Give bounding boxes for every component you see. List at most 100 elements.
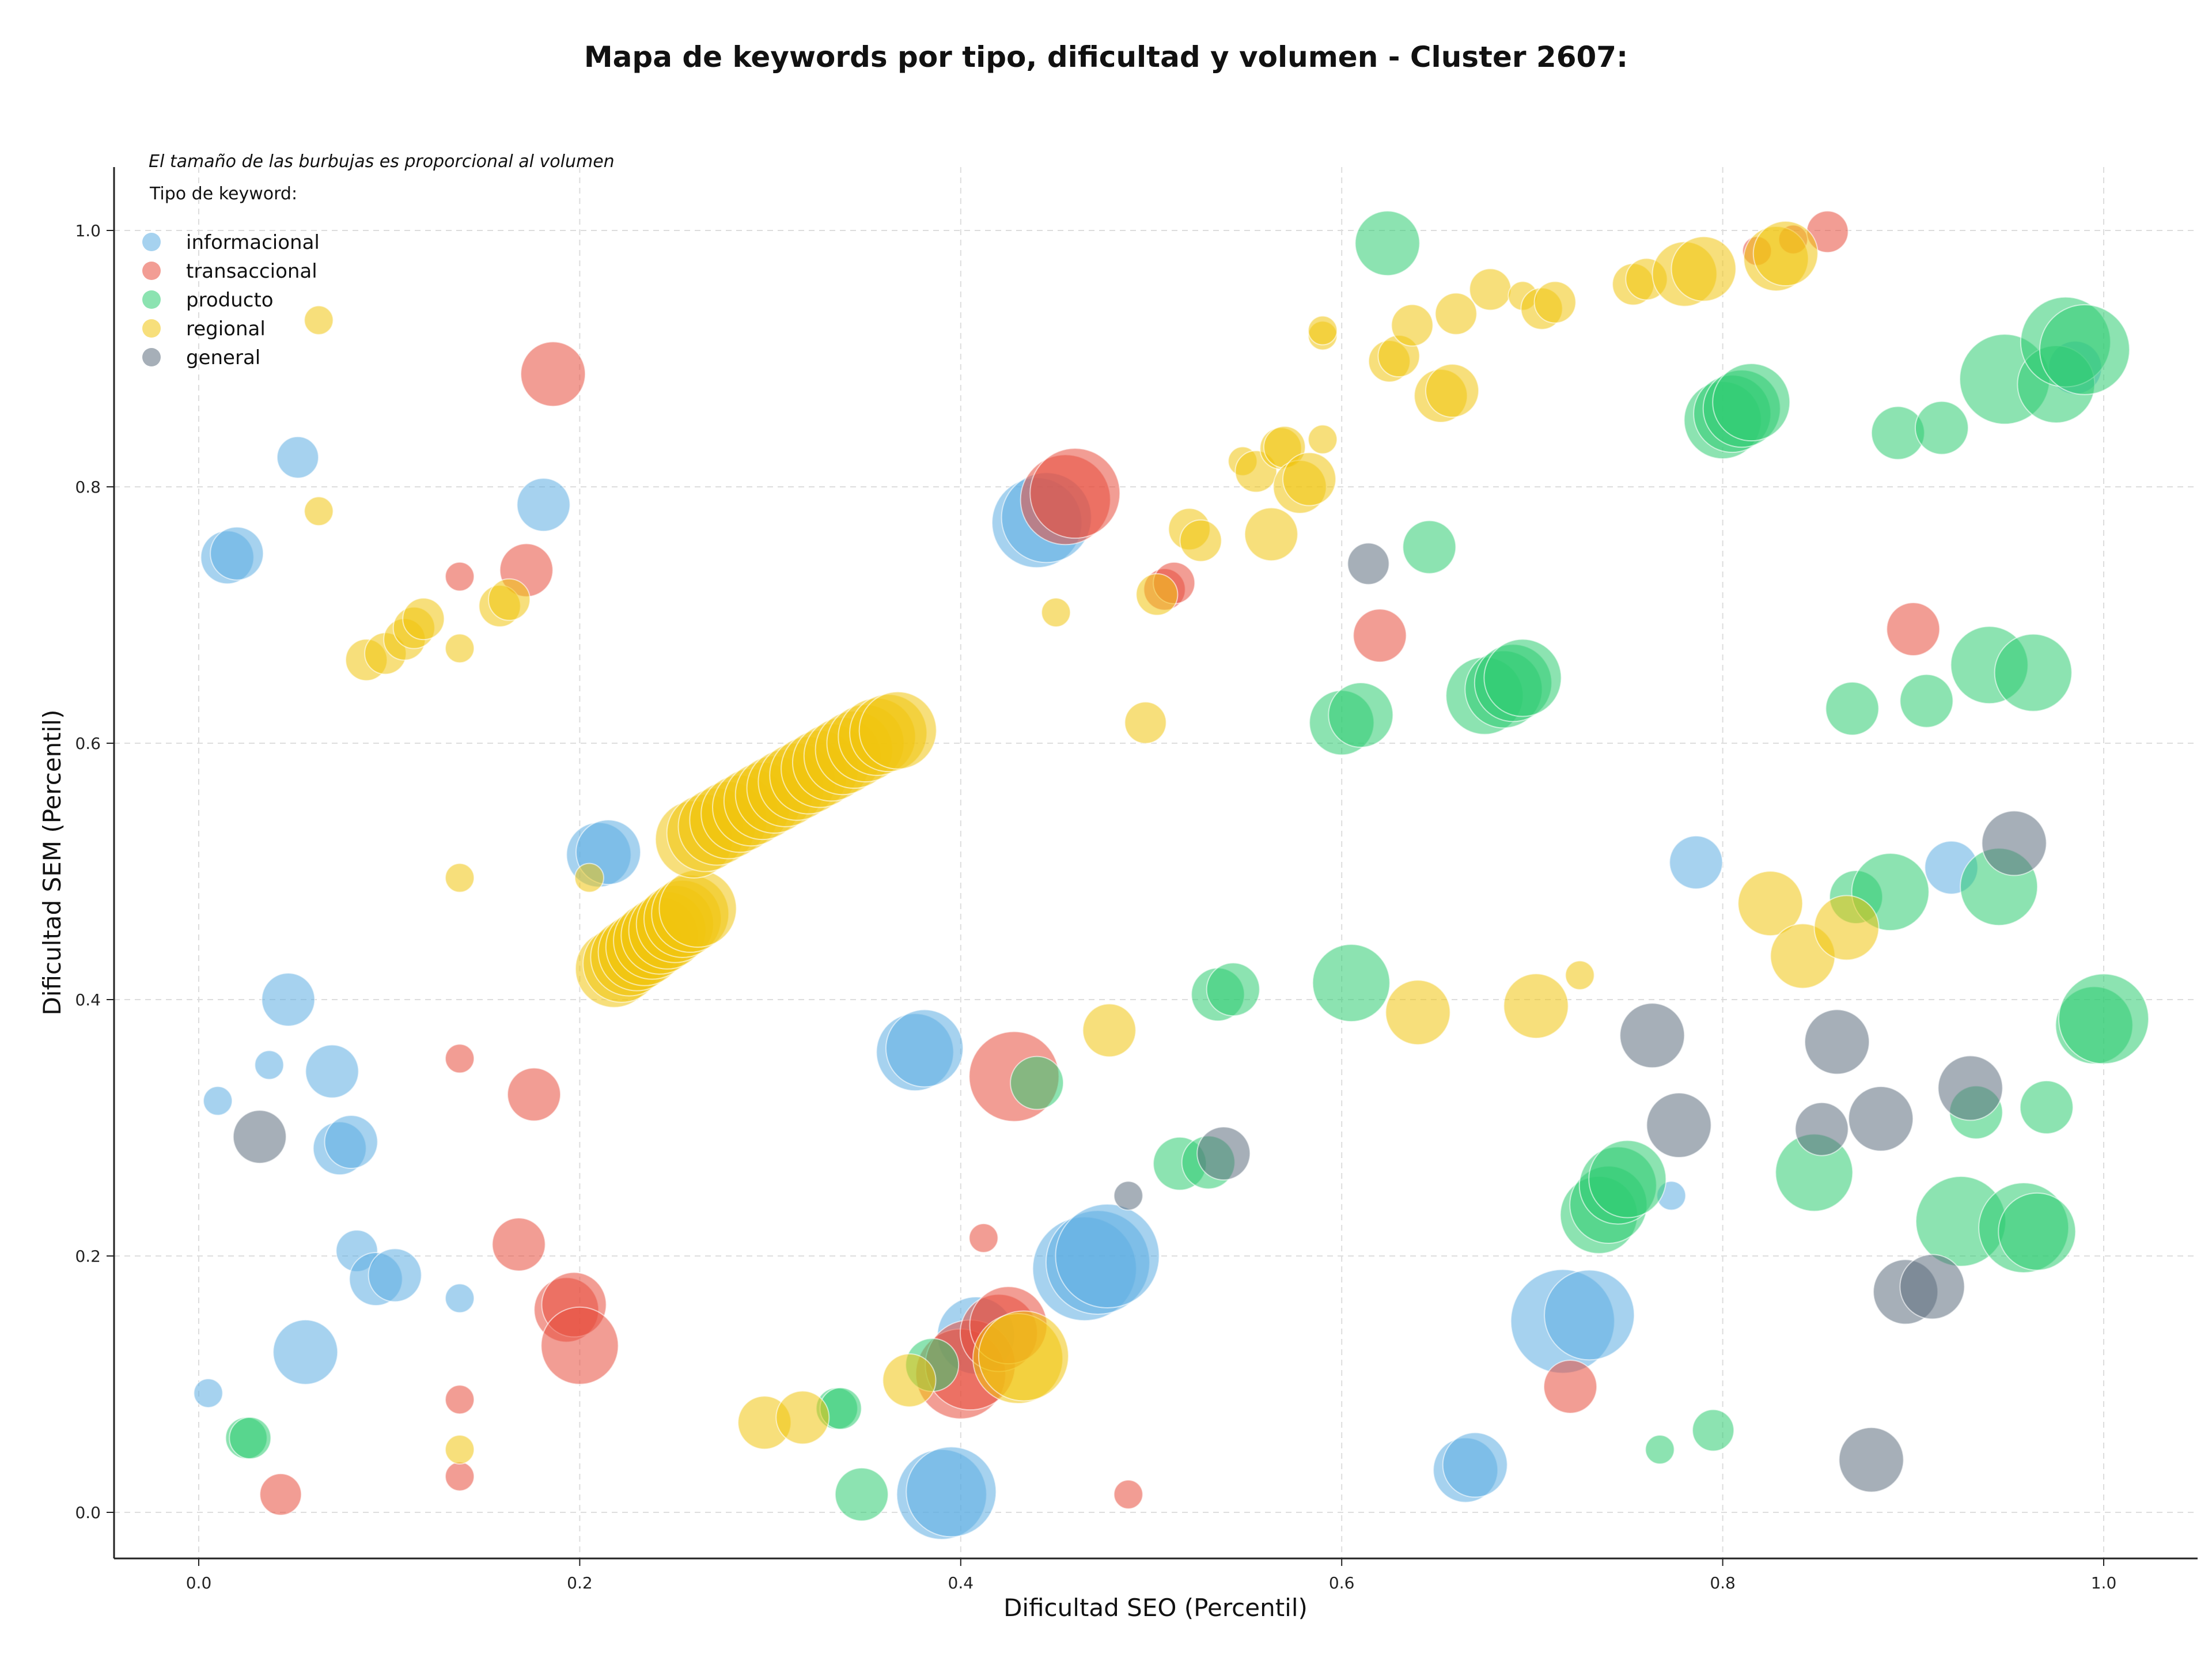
bubble-transaccional: [507, 1067, 562, 1122]
bubble-regional: [978, 1310, 1069, 1402]
legend-marker-informacional: [142, 233, 161, 251]
bubble-regional: [1469, 268, 1512, 311]
bubble-transaccional: [1113, 1479, 1143, 1509]
bubble-producto: [1645, 1434, 1675, 1465]
x-tick-label: 1.0: [2091, 1573, 2117, 1592]
bubble-producto: [1712, 363, 1791, 442]
series-producto: [225, 210, 2149, 1522]
series-general: [232, 542, 2047, 1493]
bubble-general: [1347, 542, 1390, 585]
bubble-regional: [1737, 871, 1804, 937]
bubble-regional: [1082, 1003, 1137, 1058]
bubble-layer: [193, 210, 2149, 1540]
y-axis-label: Dificultad SEM (Percentil): [38, 710, 66, 1016]
legend: Tipo de keyword: informacional transaccio…: [142, 184, 320, 369]
legend-marker-general: [142, 348, 161, 366]
bubble-transaccional: [1543, 1359, 1598, 1414]
bubble-producto: [1402, 520, 1457, 574]
bubble-informacional: [276, 436, 319, 479]
bubble-general: [1981, 810, 2047, 876]
bubble-regional: [1391, 304, 1434, 347]
ticks: 0.0 0.0 0.2 0.2 0.4 0.4 0.6 0.6 0.8 0.8 1.0 1.0: [75, 221, 2116, 1592]
bubble-regional: [402, 597, 445, 641]
bubble-regional: [1503, 973, 1569, 1039]
bubble-transaccional: [520, 341, 586, 407]
bubble-informacional: [516, 478, 571, 532]
legend-marker-regional: [142, 319, 161, 338]
bubble-general: [1804, 1009, 1870, 1075]
bubble-informacional: [203, 1085, 233, 1116]
bubble-regional: [445, 633, 475, 664]
bubble-producto: [1328, 682, 1394, 748]
legend-marker-transaccional: [142, 262, 161, 280]
bubble-producto: [2019, 1080, 2074, 1134]
bubble-transaccional: [1029, 448, 1121, 539]
bubble-informacional: [210, 526, 264, 581]
bubble-general: [1794, 1102, 1849, 1156]
bubble-informacional: [368, 1248, 422, 1303]
bubble-producto: [1312, 944, 1391, 1023]
x-tick-label: 0.4: [948, 1573, 974, 1592]
bubble-producto: [1010, 1055, 1065, 1110]
bubble-regional: [1533, 281, 1577, 324]
bubble-regional: [304, 496, 334, 527]
bubble-informacional: [324, 1114, 378, 1169]
bubble-regional: [1434, 292, 1478, 335]
y-tick-label: 0.0: [75, 1503, 101, 1522]
bubble-producto: [229, 1416, 272, 1459]
bubble-transaccional: [445, 561, 475, 592]
bubble-producto: [1914, 400, 1969, 455]
axes: [113, 167, 2198, 1560]
bubble-regional: [488, 578, 531, 621]
bubble-regional: [1244, 507, 1298, 562]
bubble-informacional: [254, 1050, 285, 1080]
legend-marker-producto: [142, 290, 161, 309]
bubble-producto: [834, 1467, 889, 1522]
bubble-general: [1937, 1055, 2003, 1121]
legend-label-informacional: informacional: [186, 231, 320, 254]
bubble-regional: [658, 869, 737, 948]
bubble-size-note: El tamaño de las burbujas es proporciona…: [149, 152, 615, 172]
bubble-transaccional: [445, 1461, 475, 1492]
bubble-regional: [1179, 519, 1222, 562]
legend-label-transaccional: transaccional: [186, 260, 317, 283]
legend-label-producto: producto: [186, 289, 274, 312]
bubble-regional: [1385, 979, 1451, 1046]
bubble-informacional: [1669, 835, 1724, 890]
bubble-transaccional: [540, 1306, 619, 1385]
bubble-general: [1646, 1092, 1712, 1159]
y-tick-label: 0.4: [75, 990, 101, 1009]
bubble-informacional: [193, 1378, 224, 1409]
bubble-informacional: [272, 1319, 339, 1385]
bubble-informacional: [885, 1009, 964, 1088]
bubble-transaccional: [491, 1217, 546, 1272]
bubble-regional: [1041, 597, 1071, 628]
bubble-regional: [775, 1390, 830, 1445]
bubble-regional: [1308, 315, 1338, 346]
bubble-regional: [304, 305, 334, 335]
bubble-regional: [445, 1434, 475, 1465]
chart-title: Mapa de keywords por tipo, dificultad y …: [584, 40, 1628, 74]
bubble-producto: [1692, 1409, 1735, 1452]
bubble-general: [232, 1110, 287, 1164]
bubble-informacional: [305, 1044, 359, 1099]
bubble-regional: [445, 862, 475, 893]
x-tick-label: 0.2: [567, 1573, 593, 1592]
bubble-regional: [1135, 573, 1179, 616]
x-tick-label: 0.8: [1710, 1573, 1736, 1592]
bubble-regional: [1565, 960, 1595, 990]
bubble-producto: [1354, 210, 1421, 277]
bubble-producto: [1994, 633, 2073, 712]
bubble-regional: [1124, 701, 1167, 744]
bubble-producto: [2039, 304, 2130, 395]
x-tick-label: 0.0: [186, 1573, 212, 1592]
bubble-informacional: [445, 1283, 475, 1314]
y-tick-label: 0.2: [75, 1247, 101, 1266]
bubble-informacional: [1055, 1204, 1160, 1308]
bubble-general: [1848, 1085, 1914, 1152]
bubble-transaccional: [968, 1223, 999, 1253]
y-tick-label: 0.6: [75, 734, 101, 753]
bubble-producto: [1899, 674, 1954, 728]
series-regional: [304, 221, 1880, 1465]
